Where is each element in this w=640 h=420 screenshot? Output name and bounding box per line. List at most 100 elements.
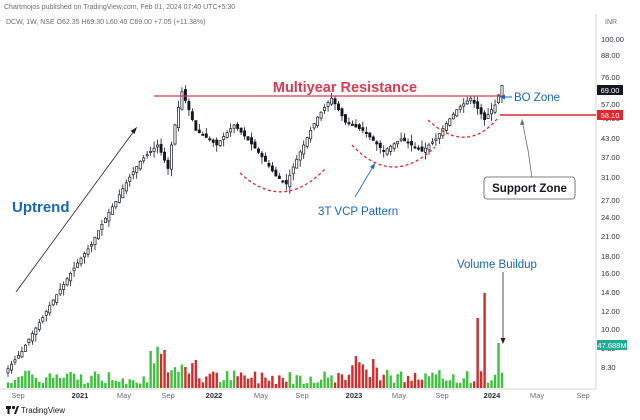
candle-body (218, 140, 222, 146)
candle-body (479, 107, 483, 115)
candle-body (410, 141, 413, 146)
candle-body (291, 166, 295, 175)
volume-bar (20, 376, 24, 388)
volume-bar (264, 377, 267, 388)
candle-body (114, 201, 118, 208)
volume-bar (285, 381, 288, 388)
candle-body (284, 179, 288, 185)
x-tick-label: Sep (161, 391, 174, 400)
volume-bar (476, 318, 479, 388)
candle-body (427, 144, 431, 151)
candle-body (163, 151, 166, 161)
candle-body (337, 103, 340, 111)
candle-body (190, 111, 194, 121)
candle-body (309, 130, 313, 140)
candle-body (30, 333, 34, 342)
volume-bar (288, 372, 291, 388)
candle-body (72, 267, 76, 272)
y-tick-label: 27.00 (601, 196, 620, 205)
volume-bar (271, 375, 274, 388)
candle-body (10, 363, 13, 371)
volume-bar (385, 369, 389, 388)
volume-bar (156, 346, 159, 388)
support-pointer-head (520, 119, 525, 125)
candle-body (142, 157, 146, 162)
y-tick-label: 21.00 (601, 232, 620, 241)
volume-bar (260, 372, 264, 388)
candle-body (305, 137, 309, 147)
volume-bar (305, 383, 309, 388)
vcp-arc-3 (427, 118, 498, 138)
x-tick-label: 2023 (346, 391, 363, 400)
volume-bar (459, 382, 462, 388)
volume-bar (132, 380, 135, 388)
candle-body (76, 262, 80, 268)
volume-bar (497, 343, 500, 388)
support-badge (597, 110, 623, 120)
volume-bar (448, 380, 452, 388)
volume-bar (69, 371, 72, 388)
candle-body (236, 123, 240, 129)
publisher-line: Chartmojos published on TradingView.com,… (4, 4, 235, 11)
volume-bar (469, 383, 472, 388)
volume-bar (79, 374, 83, 388)
candle-body (107, 212, 111, 222)
candle-body (371, 136, 375, 141)
volume-bar (455, 382, 458, 388)
vcp-arc-2 (351, 144, 436, 168)
candle-body (455, 109, 459, 117)
volume-bar (187, 373, 191, 388)
candle-body (444, 123, 448, 131)
candle-body (34, 327, 38, 336)
volume-bar (472, 381, 476, 388)
candle-body (263, 155, 267, 162)
volume-bar (441, 378, 445, 388)
candle-body (79, 257, 83, 265)
candle-body (385, 148, 389, 155)
volume-bar (76, 379, 79, 388)
candle-body (93, 237, 97, 246)
volume-bar (222, 380, 225, 388)
candle-body (222, 136, 226, 140)
candle-body (131, 171, 135, 176)
volume-bar (452, 374, 455, 388)
candle-body (465, 100, 469, 105)
candle-body (204, 133, 208, 138)
volume-bar (302, 383, 305, 388)
candle-body (469, 97, 473, 102)
volume-bar (201, 382, 205, 388)
volume-bar (361, 364, 365, 388)
candle-body (368, 132, 372, 138)
volume-bar (173, 367, 177, 388)
candle-body (152, 147, 156, 152)
candle-body (183, 89, 187, 101)
volume-bar (135, 382, 138, 388)
candle-body (128, 176, 132, 182)
resistance-label: Multiyear Resistance (273, 80, 417, 96)
candle-body (340, 108, 344, 117)
candle-body (62, 284, 66, 290)
x-tick-label: May (254, 391, 268, 400)
candle-body (211, 139, 215, 143)
volume-bar (299, 375, 302, 388)
volume-bar (34, 377, 38, 388)
tradingview-logo[interactable]: TradingView (6, 405, 65, 415)
volume-bar (177, 371, 180, 388)
uptrend-label: Uptrend (12, 199, 70, 216)
volume-bar (379, 380, 382, 388)
vcp-arc-1 (239, 167, 327, 193)
candle-body (333, 98, 337, 105)
candlesticks (6, 84, 504, 377)
volume-buildup-label: Volume Buildup (457, 259, 537, 271)
candle-body (243, 130, 247, 137)
y-tick-label: 88.00 (601, 51, 620, 60)
volume-bar (493, 374, 497, 388)
volume-bar (184, 367, 187, 388)
volume-bar (10, 382, 13, 388)
volume-bar (292, 383, 295, 388)
candle-body (44, 311, 48, 316)
volume-bar (250, 377, 253, 388)
candle-body (138, 161, 142, 170)
vcp-label: 3T VCP Pattern (318, 206, 398, 218)
